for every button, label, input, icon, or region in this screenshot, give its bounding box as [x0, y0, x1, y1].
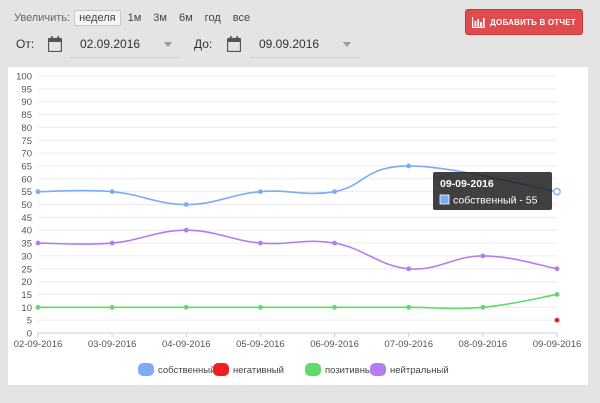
- legend-label: нейтральный: [390, 365, 449, 376]
- tooltip-box: [433, 172, 552, 210]
- y-tick-label: 0: [27, 329, 32, 340]
- x-tick-label: 02-09-2016: [14, 339, 63, 350]
- y-tick-label: 50: [21, 200, 32, 211]
- y-tick-label: 10: [21, 303, 32, 314]
- y-tick-label: 35: [21, 239, 32, 250]
- zoom-1m-button[interactable]: 1м: [127, 12, 142, 24]
- zoom-bar: Увеличить: неделя 1м 3м 6м год все: [14, 9, 257, 27]
- data-point: [258, 304, 263, 310]
- y-tick-label: 40: [21, 226, 32, 237]
- data-point: [480, 304, 486, 310]
- y-tick-label: 25: [21, 264, 32, 275]
- chevron-down-icon[interactable]: [343, 41, 351, 47]
- data-point: [183, 202, 189, 207]
- tooltip-value: собственный - 55: [453, 195, 538, 207]
- date-from-underline: [70, 57, 180, 58]
- legend-swatch: [305, 363, 321, 376]
- legend-label: негативный: [233, 365, 284, 376]
- legend-label: позитивный: [325, 365, 377, 376]
- legend-item[interactable]: нейтральный: [370, 363, 449, 376]
- date-from-value[interactable]: 02.09.2016: [80, 37, 141, 51]
- zoom-year-button[interactable]: год: [204, 12, 221, 24]
- calendar-icon[interactable]: [227, 36, 243, 52]
- data-point: [183, 304, 189, 310]
- zoom-3m-button[interactable]: 3м: [153, 12, 167, 24]
- calendar-icon[interactable]: [48, 36, 64, 52]
- y-tick-label: 60: [21, 174, 32, 185]
- series-line-2: [38, 293, 558, 310]
- date-to-underline: [250, 57, 360, 58]
- data-point: [109, 240, 115, 246]
- add-to-report-button[interactable]: ДОБАВИТЬ В ОТЧЕТ: [465, 9, 583, 35]
- y-tick-label: 70: [21, 149, 32, 160]
- data-point: [35, 240, 41, 246]
- series-line-3: [37, 229, 558, 270]
- data-point: [258, 189, 263, 195]
- data-point: [553, 187, 561, 196]
- date-from-picker[interactable]: От: 02.09.2016: [16, 34, 172, 54]
- chevron-down-icon[interactable]: [164, 41, 172, 47]
- legend: собственный негативный позитивный нейтральн…: [138, 363, 449, 376]
- zoom-label: Увеличить:: [14, 12, 71, 24]
- x-tick-label: 08-09-2016: [459, 339, 508, 350]
- date-from-label: От:: [16, 37, 35, 51]
- date-to-label: До:: [194, 37, 213, 51]
- data-point: [35, 189, 41, 195]
- y-tick-label: 15: [21, 290, 32, 301]
- chart-tooltip: 09-09-2016 собственный - 55: [433, 172, 552, 210]
- data-point: [332, 304, 337, 310]
- x-tick-label: 09-09-2016: [533, 339, 582, 350]
- x-tick-label: 06-09-2016: [310, 339, 359, 350]
- data-point: [35, 304, 41, 310]
- y-tick-label: 65: [21, 161, 32, 172]
- legend-item[interactable]: негативный: [213, 363, 284, 376]
- legend-label: собственный: [158, 365, 215, 376]
- legend-item[interactable]: собственный: [138, 363, 215, 376]
- tooltip-swatch: [439, 194, 450, 205]
- data-point: [406, 163, 412, 169]
- add-to-report-label: ДОБАВИТЬ В ОТЧЕТ: [490, 17, 576, 27]
- y-tick-label: 85: [21, 110, 32, 121]
- data-point: [332, 189, 337, 195]
- y-tick-label: 95: [21, 84, 32, 95]
- x-tick-label: 05-09-2016: [236, 339, 285, 350]
- date-to-value[interactable]: 09.09.2016: [259, 37, 320, 51]
- data-point: [406, 304, 412, 310]
- data-point: [332, 240, 337, 246]
- zoom-6m-button[interactable]: 6м: [178, 12, 193, 24]
- data-point: [554, 292, 560, 297]
- y-tick-label: 75: [21, 136, 32, 147]
- chart-panel: 0 5 10 15 20 25 30 35 40 45 50 55 60 65 70 75 80 85 90 95 10…: [8, 67, 588, 385]
- x-tick-label: 04-09-2016: [162, 339, 211, 350]
- legend-swatch: [213, 363, 229, 376]
- y-tick-label: 45: [21, 213, 32, 224]
- data-point: [554, 266, 560, 272]
- y-tick-label: 5: [27, 316, 32, 327]
- x-tick-label: 03-09-2016: [88, 339, 137, 350]
- y-tick-label: 100: [16, 72, 32, 83]
- data-point: [480, 253, 486, 259]
- legend-swatch: [138, 363, 154, 376]
- data-point: [554, 317, 560, 323]
- bar-chart-icon: [472, 16, 486, 28]
- legend-swatch: [370, 363, 386, 376]
- y-tick-label: 55: [21, 187, 32, 198]
- data-point: [183, 227, 189, 233]
- data-point: [406, 266, 412, 272]
- y-tick-label: 20: [21, 277, 32, 288]
- y-tick-label: 90: [21, 97, 32, 108]
- legend-item[interactable]: позитивный: [305, 363, 377, 376]
- data-point: [109, 189, 115, 195]
- tooltip-title: 09-09-2016: [440, 178, 494, 190]
- y-tick-label: 30: [21, 251, 32, 262]
- zoom-week-button[interactable]: неделя: [74, 10, 121, 26]
- data-point: [258, 240, 263, 246]
- x-tick-label: 07-09-2016: [384, 339, 433, 350]
- zoom-all-button[interactable]: все: [232, 12, 251, 24]
- y-tick-label: 80: [21, 123, 32, 134]
- data-point: [109, 304, 115, 310]
- date-to-picker[interactable]: До: 09.09.2016: [194, 34, 351, 54]
